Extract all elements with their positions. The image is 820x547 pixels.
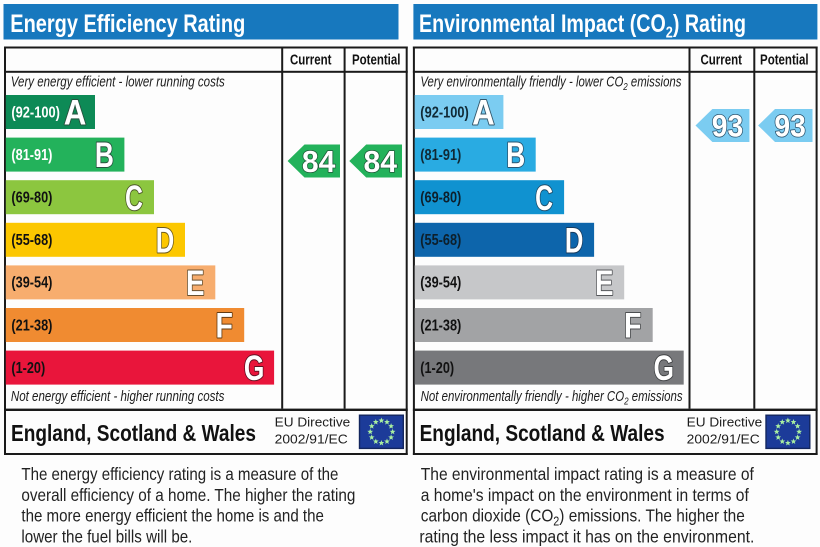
svg-text:E: E [595, 264, 614, 303]
svg-text:(81-91): (81-91) [420, 147, 461, 164]
svg-text:Very environmentally friendly: Very environmentally friendly - lower CO [420, 74, 623, 91]
svg-text:a home's impact on the environ: a home's impact on the environment in te… [421, 485, 749, 505]
svg-text:Current: Current [700, 52, 742, 68]
svg-text:C: C [535, 179, 553, 218]
svg-text:84: 84 [302, 144, 336, 179]
svg-text:Potential: Potential [760, 52, 809, 68]
svg-text:93: 93 [774, 109, 806, 144]
svg-text:93: 93 [712, 109, 744, 144]
svg-text:) Rating: ) Rating [673, 11, 746, 38]
svg-text:F: F [624, 307, 641, 346]
svg-text:2: 2 [553, 515, 559, 529]
svg-text:2: 2 [666, 25, 673, 42]
svg-text:D: D [156, 221, 175, 260]
svg-text:carbon dioxide (CO: carbon dioxide (CO [421, 506, 554, 526]
svg-text:lower the fuel bills will be.: lower the fuel bills will be. [21, 526, 192, 546]
svg-text:The environmental impact ratin: The environmental impact rating is a mea… [421, 464, 754, 484]
svg-text:The energy efficiency rating i: The energy efficiency rating is a measur… [21, 464, 338, 484]
svg-text:Energy Efficiency Rating: Energy Efficiency Rating [10, 11, 245, 38]
svg-text:Very energy efficient - lower: Very energy efficient - lower running co… [11, 74, 225, 91]
svg-text:(92-100): (92-100) [420, 104, 469, 121]
svg-text:84: 84 [364, 144, 398, 179]
svg-text:(1-20): (1-20) [11, 360, 45, 377]
svg-text:(39-54): (39-54) [11, 275, 52, 292]
svg-text:A: A [64, 94, 87, 133]
svg-text:Current: Current [290, 52, 332, 68]
svg-text:emissions: emissions [628, 74, 682, 91]
svg-text:) emissions. The higher the: ) emissions. The higher the [559, 506, 745, 526]
svg-text:Not environmentally friendly -: Not environmentally friendly - higher CO [421, 388, 625, 405]
svg-text:rating the less impact it has: rating the less impact it has on the env… [419, 526, 754, 546]
svg-text:D: D [565, 221, 584, 260]
svg-text:2: 2 [623, 81, 628, 93]
svg-text:Not energy efficient - higher: Not energy efficient - higher running co… [11, 388, 225, 405]
svg-text:(69-80): (69-80) [420, 190, 461, 207]
svg-text:(1-20): (1-20) [420, 360, 454, 377]
svg-text:B: B [506, 136, 525, 175]
svg-text:EU Directive: EU Directive [687, 415, 763, 430]
svg-text:(92-100): (92-100) [11, 104, 60, 121]
svg-text:England, Scotland & Wales: England, Scotland & Wales [11, 420, 256, 446]
svg-text:overall efficiency of a home.: overall efficiency of a home. The higher… [21, 485, 355, 505]
svg-text:(69-80): (69-80) [11, 190, 52, 207]
svg-text:C: C [125, 179, 143, 218]
svg-text:2002/91/EC: 2002/91/EC [687, 432, 760, 447]
svg-text:G: G [244, 349, 265, 388]
svg-text:G: G [653, 349, 674, 388]
svg-text:(21-38): (21-38) [420, 317, 461, 334]
svg-text:(21-38): (21-38) [11, 317, 52, 334]
svg-text:B: B [95, 136, 114, 175]
svg-text:2002/91/EC: 2002/91/EC [275, 432, 348, 447]
svg-text:A: A [472, 94, 495, 133]
svg-text:(81-91): (81-91) [11, 147, 52, 164]
svg-text:emissions: emissions [629, 388, 683, 405]
svg-text:E: E [186, 264, 205, 303]
svg-text:the more energy efficient the: the more energy efficient the home is an… [21, 506, 324, 526]
svg-text:Potential: Potential [352, 52, 401, 68]
svg-text:(39-54): (39-54) [420, 275, 461, 292]
svg-text:(55-68): (55-68) [11, 232, 52, 249]
svg-text:F: F [216, 307, 233, 346]
svg-text:(55-68): (55-68) [420, 232, 461, 249]
svg-text:Environmental Impact (CO: Environmental Impact (CO [419, 11, 666, 38]
svg-text:England, Scotland & Wales: England, Scotland & Wales [420, 420, 665, 446]
svg-text:EU Directive: EU Directive [275, 415, 351, 430]
svg-text:2: 2 [623, 396, 628, 408]
